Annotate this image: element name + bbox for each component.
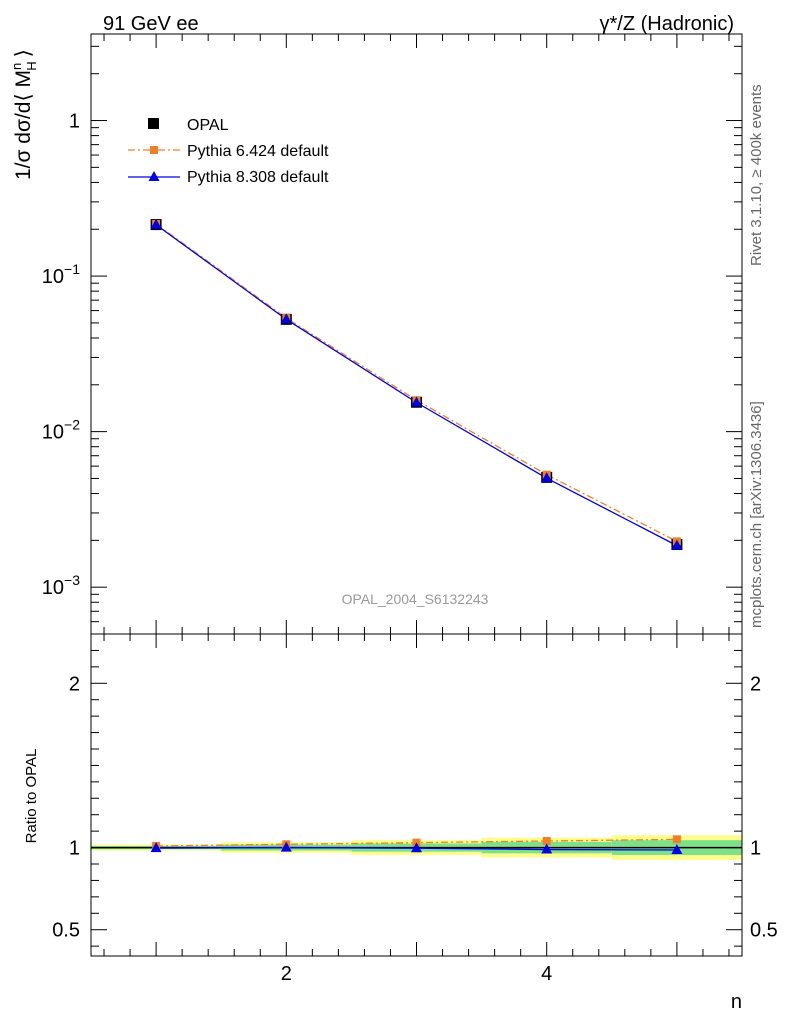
py8-data-point [411,396,422,407]
ratio-py8-point [671,844,683,855]
header-right-label: γ*/Z (Hadronic) [600,13,734,35]
legend-py6-marker [150,146,158,154]
ratio-py8-point [280,841,292,852]
ratio-panel-frame [90,633,743,957]
y-tick-label-exp: −2 [64,417,80,433]
py8-data-point [541,472,553,483]
header-left-label: 91 GeV ee [103,13,199,35]
ratio-y-tick-label-left: 2 [69,673,80,695]
y-tick-label: 1 [69,111,80,133]
ratio-panel: 2 4 0.5 0.5 1 1 2 2 [52,633,778,985]
main-y-axis-label-sub: H [24,61,39,70]
ratio-y-tick-label-right: 2 [750,673,761,695]
y-tick-label-exp: −1 [64,261,80,277]
y-tick-label-base: 10 [42,577,64,599]
main-y-axis-label-text: 1/σ dσ/d⟨ M [12,70,35,180]
legend-opal-marker [148,118,159,129]
legend-opal-label: OPAL [187,117,229,134]
ratio-y-axis-label: Ratio to OPAL [23,749,40,844]
x-axis-label: n [731,991,742,1013]
y-tick-label-base: 10 [42,422,64,444]
ratio-py8-point [150,842,162,853]
y-tick-label: 10−1 [42,261,80,288]
py6-series-line [155,223,678,542]
ratio-y-tick-label-left: 1 [69,838,80,860]
legend-py8-label: Pythia 8.308 default [187,169,329,186]
mcplots-label: mcplots.cern.ch [arXiv:1306.3436] [748,401,765,628]
ratio-py6-point [672,835,681,844]
y-tick-label-base: 1 [69,111,80,133]
main-panel: 10−310−210−11 [42,33,743,635]
analysis-watermark: OPAL_2004_S6132243 [342,591,489,607]
main-y-axis-label-end: ⟩ [12,49,35,57]
main-y-axis-label: 1/σ dσ/d⟨ MnH ⟩ [9,49,39,180]
ratio-py8-point [541,843,553,854]
y-tick-label-base: 10 [42,266,64,288]
ratio-y-tick-label-right: 1 [750,838,761,860]
x-tick-label: 2 [281,963,292,985]
ratio-y-tick-label-left: 0.5 [52,920,80,942]
rivet-label: Rivet 3.1.10, ≥ 400k events [748,84,765,266]
py8-series-line [155,224,678,547]
ratio-py6-point [542,837,551,845]
y-tick-label-exp: −3 [64,572,80,588]
legend-py6-label: Pythia 6.424 default [187,143,329,160]
legend-py8-marker [148,171,160,181]
py8-data-point [280,313,292,324]
legend: OPAL Pythia 6.424 default Pythia 8.308 d… [128,117,329,186]
py8-data-point [671,539,683,550]
y-tick-label: 10−2 [42,417,80,444]
ratio-py8-point [411,842,422,853]
py8-data-point [150,218,162,229]
x-tick-label: 4 [541,963,552,985]
y-tick-label: 10−3 [42,572,80,599]
ratio-y-tick-label-right: 0.5 [750,920,778,942]
main-y-axis-label-sup: n [9,63,24,70]
